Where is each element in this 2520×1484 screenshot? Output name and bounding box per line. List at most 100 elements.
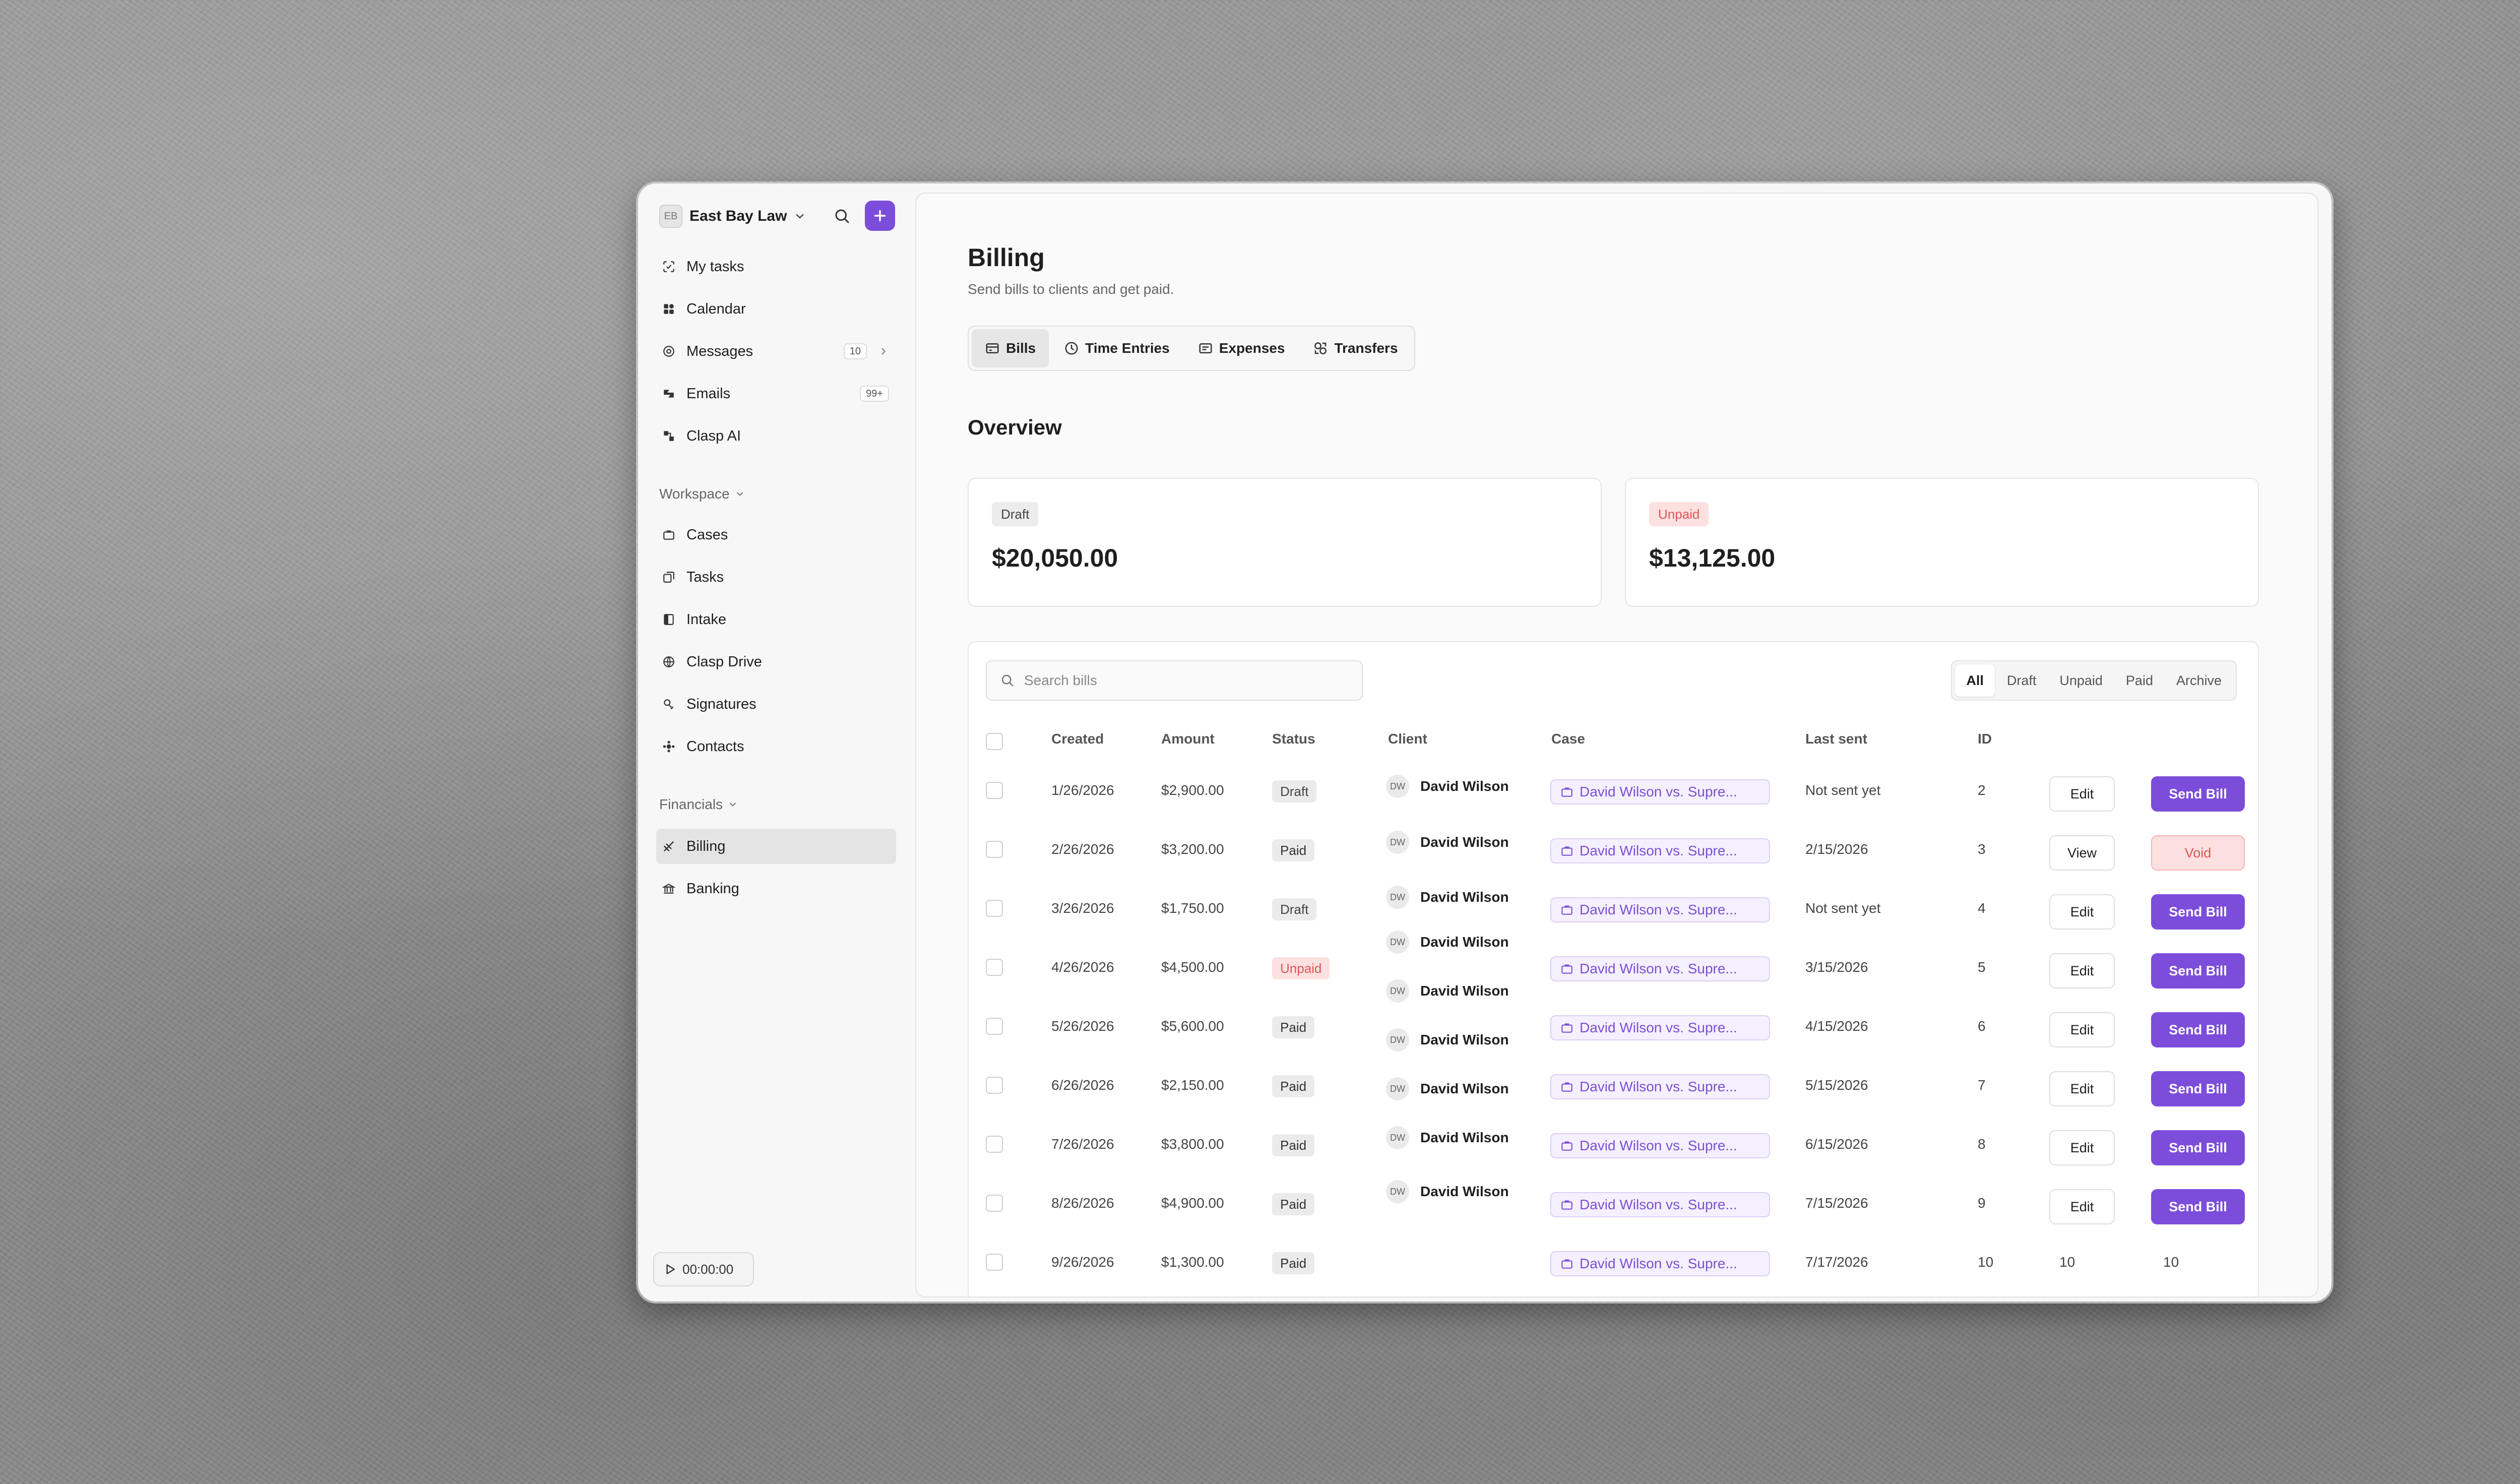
sidebar-item-calendar[interactable]: Calendar: [656, 291, 896, 327]
case-link[interactable]: David Wilson vs. Supre...: [1550, 1251, 1770, 1276]
row-checkbox[interactable]: [986, 782, 1003, 799]
sidebar-item-messages[interactable]: Messages 10: [656, 334, 896, 369]
case-link[interactable]: David Wilson vs. Supre...: [1550, 1074, 1770, 1099]
row-checkbox[interactable]: [986, 1018, 1003, 1035]
sidebar-item-banking[interactable]: Banking: [656, 871, 896, 906]
amount: $1,750.00: [1161, 900, 1224, 916]
table-row[interactable]: 3/26/2026 $1,750.00 Draft DW David Wilson Dav…: [969, 879, 2258, 938]
send-bill-button[interactable]: Send Bill: [2151, 776, 2245, 812]
column-header-created[interactable]: Created: [1051, 731, 1104, 747]
table-row[interactable]: 6/26/2026 $2,150.00 Paid DW David Wilson Davi…: [969, 1028, 2258, 1115]
financials-label: Financials: [659, 796, 723, 812]
case-link[interactable]: David Wilson vs. Supre...: [1550, 838, 1770, 863]
tab-bills[interactable]: Bills: [972, 329, 1049, 367]
row-checkbox[interactable]: [986, 1077, 1003, 1094]
client-cell[interactable]: DW David Wilson: [1386, 831, 1509, 854]
filter-draft[interactable]: Draft: [2006, 672, 2037, 688]
financials-section-toggle[interactable]: Financials: [659, 796, 738, 813]
add-button[interactable]: [865, 201, 895, 231]
filter-paid[interactable]: Paid: [2125, 672, 2153, 688]
case-link[interactable]: David Wilson vs. Supre...: [1550, 779, 1770, 805]
case-name: David Wilson vs. Supre...: [1580, 1138, 1737, 1153]
search-input[interactable]: [1023, 672, 1348, 689]
sidebar-item-my-tasks[interactable]: My tasks: [656, 249, 896, 284]
column-header-case[interactable]: Case: [1551, 731, 1585, 747]
column-header-id[interactable]: ID: [1978, 731, 1992, 747]
edit-bill-button[interactable]: Edit: [2049, 1071, 2115, 1106]
draft-total: $20,050.00: [992, 544, 1118, 572]
select-all-checkbox[interactable]: [986, 733, 1003, 750]
filter-archive[interactable]: Archive: [2176, 672, 2222, 688]
search-bills-field[interactable]: [986, 660, 1363, 701]
case-link[interactable]: David Wilson vs. Supre...: [1550, 1015, 1770, 1040]
created-date: 4/26/2026: [1051, 959, 1114, 975]
table-row[interactable]: 5/26/2026 $5,600.00 Paid DW David Wilson Davi…: [969, 979, 2258, 1056]
edit-bill-button[interactable]: Edit: [2049, 894, 2115, 930]
edit-bill-button[interactable]: Edit: [2049, 1189, 2115, 1224]
table-row[interactable]: 4/26/2026 $4,500.00 Unpaid DW David Wilson Da…: [969, 931, 2258, 997]
case-link[interactable]: David Wilson vs. Supre...: [1550, 956, 1770, 981]
column-header-last-sent[interactable]: Last sent: [1805, 731, 1867, 747]
sidebar-item-cases[interactable]: Cases: [656, 517, 896, 552]
table-row[interactable]: 9/26/2026 $1,300.00 Paid DW David Wilson Davi…: [969, 1180, 2258, 1291]
sidebar-item-emails[interactable]: Emails 99+: [656, 376, 896, 411]
client-cell[interactable]: DW David Wilson: [1386, 1126, 1509, 1149]
filter-all[interactable]: All: [1955, 664, 1995, 697]
column-header-amount[interactable]: Amount: [1161, 731, 1215, 747]
table-row[interactable]: 1/26/2026 $2,900.00 Draft DW David Wilson Dav…: [969, 761, 2258, 820]
tab-time-entries[interactable]: Time Entries: [1051, 329, 1183, 367]
workspace-section-toggle[interactable]: Workspace: [659, 486, 745, 502]
client-cell[interactable]: DW David Wilson: [1386, 979, 1509, 1003]
sidebar-item-signatures[interactable]: Signatures: [656, 687, 896, 722]
edit-bill-button[interactable]: Edit: [2049, 776, 2115, 812]
send-bill-button[interactable]: Send Bill: [2151, 1130, 2245, 1165]
row-checkbox[interactable]: [986, 900, 1003, 917]
sidebar-item-clasp-ai[interactable]: Clasp AI: [656, 418, 896, 454]
edit-bill-button[interactable]: Edit: [2049, 1012, 2115, 1047]
row-checkbox[interactable]: [986, 1195, 1003, 1212]
tab-transfers[interactable]: Transfers: [1300, 329, 1411, 367]
client-cell[interactable]: DW David Wilson: [1386, 1028, 1509, 1052]
send-bill-button[interactable]: Send Bill: [2151, 1012, 2245, 1047]
unpaid-total: $13,125.00: [1649, 544, 1776, 572]
client-cell[interactable]: DW David Wilson: [1386, 886, 1509, 909]
edit-bill-button[interactable]: Edit: [2049, 953, 2115, 988]
client-cell[interactable]: DW David Wilson: [1386, 1180, 1509, 1203]
send-bill-button[interactable]: Send Bill: [2151, 1071, 2245, 1106]
time-tracker-button[interactable]: 00:00:00: [653, 1252, 754, 1286]
table-row[interactable]: 7/26/2026 $3,800.00 Paid DW David Wilson Davi…: [969, 1077, 2258, 1173]
search-button[interactable]: [830, 204, 855, 229]
row-checkbox[interactable]: [986, 841, 1003, 858]
sidebar-item-billing[interactable]: Billing: [656, 829, 896, 864]
client-cell[interactable]: DW David Wilson: [1386, 931, 1509, 954]
sidebar-item-intake[interactable]: Intake: [656, 602, 896, 637]
emails-count-badge: 99+: [860, 386, 889, 402]
send-bill-button[interactable]: Send Bill: [2151, 894, 2245, 930]
filter-unpaid[interactable]: Unpaid: [2059, 672, 2103, 688]
sidebar-item-tasks[interactable]: Tasks: [656, 560, 896, 595]
bill-id: 4: [1978, 900, 1986, 916]
client-cell[interactable]: DW David Wilson: [1386, 1077, 1509, 1100]
sidebar-item-clasp-drive[interactable]: Clasp Drive: [656, 644, 896, 679]
tab-expenses[interactable]: Expenses: [1185, 329, 1298, 367]
view-bill-button[interactable]: View: [2049, 835, 2115, 871]
row-checkbox[interactable]: [986, 959, 1003, 976]
column-header-client[interactable]: Client: [1388, 731, 1427, 747]
send-bill-button[interactable]: Send Bill: [2151, 1189, 2245, 1224]
column-header-status[interactable]: Status: [1272, 731, 1315, 747]
row-checkbox[interactable]: [986, 1136, 1003, 1153]
void-bill-button[interactable]: Void: [2151, 835, 2245, 871]
case-link[interactable]: David Wilson vs. Supre...: [1550, 1133, 1770, 1158]
case-link[interactable]: David Wilson vs. Supre...: [1550, 1192, 1770, 1217]
org-switcher[interactable]: EB East Bay Law: [659, 203, 806, 230]
table-row[interactable]: 2/26/2026 $3,200.00 Paid DW David Wilson Davi…: [969, 820, 2258, 879]
table-row[interactable]: 8/26/2026 $4,900.00 Paid DW David Wilson Davi…: [969, 1126, 2258, 1232]
edit-bill-button[interactable]: Edit: [2049, 1130, 2115, 1165]
draft-summary-card[interactable]: Draft $20,050.00: [968, 478, 1602, 607]
client-cell[interactable]: DW David Wilson: [1386, 775, 1509, 798]
case-link[interactable]: David Wilson vs. Supre...: [1550, 897, 1770, 922]
send-bill-button[interactable]: Send Bill: [2151, 953, 2245, 988]
unpaid-summary-card[interactable]: Unpaid $13,125.00: [1625, 478, 2259, 607]
row-checkbox[interactable]: [986, 1254, 1003, 1271]
sidebar-item-contacts[interactable]: Contacts: [656, 729, 896, 764]
